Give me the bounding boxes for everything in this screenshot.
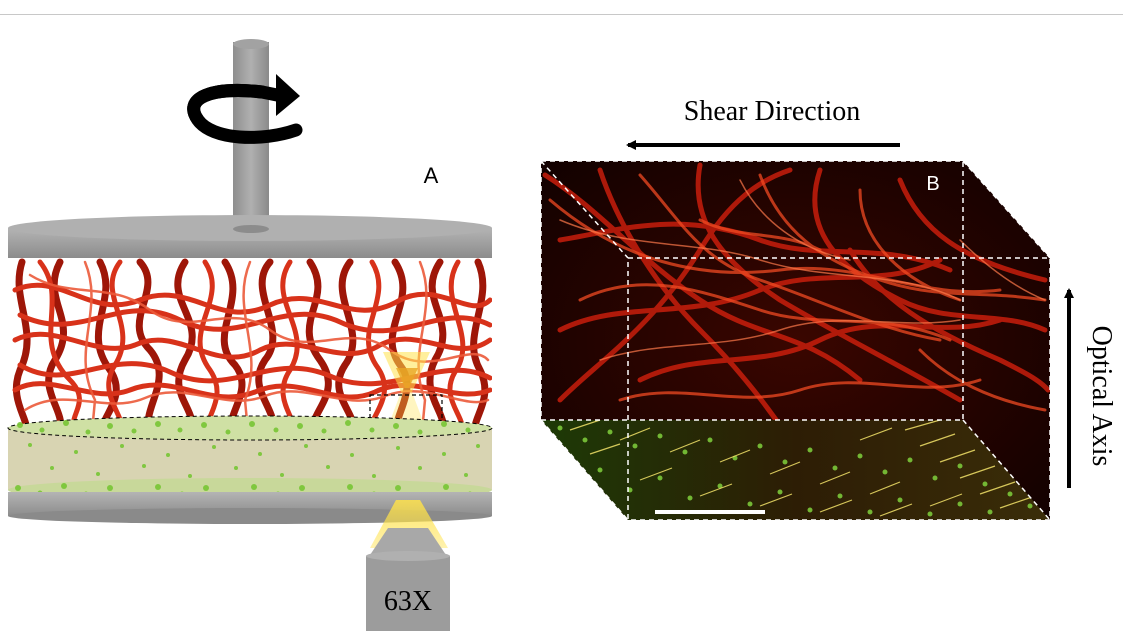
scale-bar [655, 510, 765, 514]
optical-axis-label: Optical Axis [1086, 326, 1117, 467]
top-divider [0, 14, 1123, 15]
rotation-arrow-icon [187, 74, 303, 144]
panel-b-label: B [926, 173, 939, 195]
panel-a-label: A [424, 163, 439, 188]
panel-a: 63X A [7, 39, 493, 631]
top-plate [8, 215, 492, 258]
bottom-bead-face [541, 420, 1050, 520]
fiber-network [12, 258, 492, 428]
objective-icon [366, 528, 450, 631]
panel-b: Shear Direction [540, 96, 1117, 521]
bead-layer [7, 415, 493, 502]
shear-direction-label: Shear Direction [684, 96, 861, 127]
volume-box-outline [540, 160, 1051, 521]
confocal-fibers [542, 162, 1050, 443]
shaft-top [233, 39, 269, 49]
objective-label: 63X [384, 586, 432, 617]
